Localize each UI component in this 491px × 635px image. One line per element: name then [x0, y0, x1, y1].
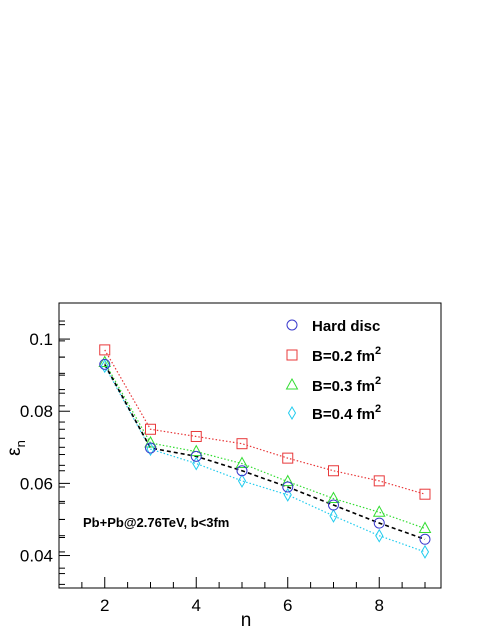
- series-1-point: [282, 452, 294, 464]
- series-2-point: [98, 355, 112, 368]
- y-axis-title: εn: [4, 440, 28, 456]
- y-axis-title-main: ε: [4, 447, 25, 456]
- series-3-point: [420, 544, 430, 559]
- y-tick-label: 0.06: [20, 474, 53, 493]
- x-tick-label: 2: [100, 596, 109, 615]
- series-0-point: [419, 533, 431, 545]
- series-1-point: [419, 488, 431, 500]
- series-1-point: [327, 465, 339, 477]
- series-2-point: [144, 435, 157, 448]
- legend-label-sup: 2: [375, 345, 381, 357]
- legend-label-main: B=0.3 fm: [312, 378, 375, 395]
- y-tick-label: 0.1: [29, 330, 53, 349]
- series-0-point: [236, 465, 248, 477]
- legend-marker-3: [287, 406, 297, 420]
- x-axis-title: n: [241, 610, 252, 631]
- legend-label-main: Hard disc: [312, 318, 380, 335]
- series-line-1: [104, 349, 426, 495]
- series-3-point: [192, 456, 201, 471]
- legend-marker-2: [285, 377, 299, 390]
- y-axis-title-sub: n: [13, 440, 28, 447]
- legend-label-2: B=0.3 fm2: [312, 375, 381, 395]
- x-tick-label: 4: [192, 596, 201, 615]
- series-3-point: [283, 487, 292, 502]
- series-2-point: [189, 444, 203, 457]
- series-0-point: [327, 499, 339, 511]
- series-0-point: [190, 450, 202, 462]
- y-tick-label: 0.08: [20, 402, 53, 421]
- series-1-point: [190, 430, 202, 442]
- series-2-point: [372, 505, 386, 517]
- series-0-point: [282, 481, 294, 493]
- series-2-point: [235, 456, 249, 469]
- legend-label-0: Hard disc: [312, 318, 380, 335]
- legend-label-1: B=0.2 fm2: [312, 345, 381, 365]
- series-0-point: [99, 358, 111, 370]
- series-line-3: [104, 365, 426, 553]
- x-tick-label: 6: [283, 596, 292, 615]
- legend-marker-0: [286, 319, 298, 331]
- series-2-point: [418, 521, 432, 533]
- series-0-point: [144, 442, 156, 454]
- series-3-point: [146, 442, 155, 457]
- annotation-text: Pb+Pb@2.76TeV, b<3fm: [83, 515, 229, 530]
- x-tick-label: 8: [375, 596, 384, 615]
- series-2-point: [281, 474, 295, 487]
- y-tick-label: 0.04: [20, 547, 53, 566]
- series-3-point: [329, 508, 338, 523]
- series-1-point: [144, 423, 156, 435]
- legend-label-3: B=0.4 fm2: [312, 403, 381, 423]
- legend-label-main: B=0.4 fm: [312, 406, 375, 423]
- legend-marker-1: [286, 349, 298, 361]
- series-1-point: [373, 475, 385, 487]
- legend-label-sup: 2: [375, 403, 381, 415]
- series-0-point: [373, 517, 385, 529]
- legend-label-sup: 2: [375, 375, 381, 387]
- series-1-point: [99, 344, 111, 356]
- legend-label-main: B=0.2 fm: [312, 348, 375, 365]
- series-3-point: [100, 359, 109, 374]
- plot-frame: [58, 302, 442, 589]
- series-line-2: [104, 362, 426, 530]
- series-1-point: [236, 438, 248, 450]
- series-3-point: [375, 528, 384, 543]
- series-2-point: [327, 491, 340, 504]
- series-3-point: [237, 473, 247, 488]
